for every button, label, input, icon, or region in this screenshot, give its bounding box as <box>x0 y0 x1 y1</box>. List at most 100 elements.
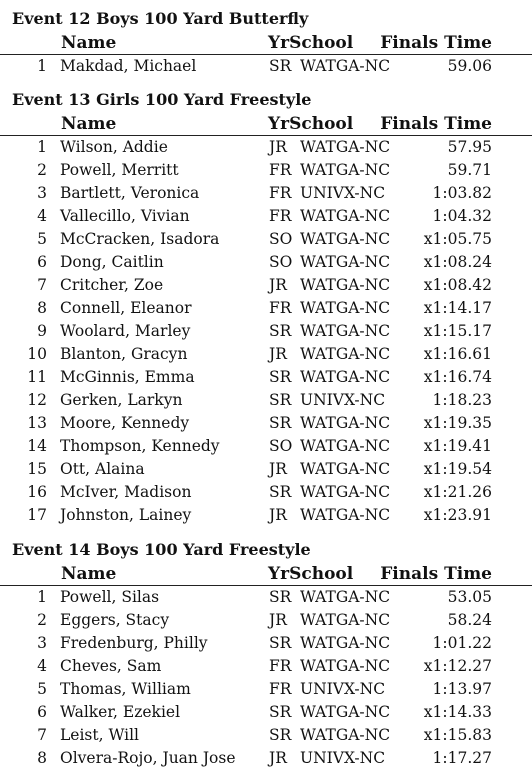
finals-time: x1:16.61 <box>423 345 492 363</box>
result-row: 1 Powell, Silas SR WATGA-NC 53.05 <box>0 586 532 609</box>
swimmer-year: SR <box>269 634 292 652</box>
swimmer-school: WATGA-NC <box>300 657 391 675</box>
event-title: Event 12 Boys 100 Yard Butterfly <box>12 9 309 28</box>
result-row: 14 Thompson, Kennedy SO WATGA-NC x1:19.41 <box>0 435 532 458</box>
result-place: 2 <box>37 161 47 179</box>
swimmer-year: FR <box>269 657 292 675</box>
swimmer-name: Ott, Alaina <box>60 460 145 478</box>
swimmer-school: WATGA-NC <box>300 460 391 478</box>
result-place: 6 <box>37 703 47 721</box>
result-place: 17 <box>27 506 47 524</box>
swimmer-year: JR <box>269 611 287 629</box>
swimmer-name: Thompson, Kennedy <box>60 437 220 455</box>
result-row: 7 Leist, Will SR WATGA-NC x1:15.83 <box>0 724 532 747</box>
swimmer-school: UNIVX-NC <box>300 391 386 409</box>
result-place: 8 <box>37 299 47 317</box>
finals-time: x1:23.91 <box>423 506 492 524</box>
swimmer-school: WATGA-NC <box>300 634 391 652</box>
finals-time: 1:18.23 <box>432 391 492 409</box>
result-place: 5 <box>37 230 47 248</box>
swimmer-name: Moore, Kennedy <box>60 414 190 432</box>
swimmer-name: Bartlett, Veronica <box>60 184 200 202</box>
finals-time: x1:19.41 <box>423 437 492 455</box>
result-place: 12 <box>27 391 47 409</box>
finals-time: 1:01.22 <box>432 634 492 652</box>
finals-time: 53.05 <box>447 588 492 606</box>
swimmer-year: SR <box>269 57 292 75</box>
column-header-row: Name YrSchool Finals Time <box>0 32 532 55</box>
result-row: 17 Johnston, Lainey JR WATGA-NC x1:23.91 <box>0 504 532 527</box>
swimmer-school: WATGA-NC <box>300 368 391 386</box>
swimmer-year: SR <box>269 414 292 432</box>
swimmer-year: JR <box>269 749 287 767</box>
result-place: 3 <box>37 184 47 202</box>
swimmer-name: Woolard, Marley <box>60 322 191 340</box>
result-place: 5 <box>37 680 47 698</box>
result-place: 11 <box>27 368 47 386</box>
column-header-row: Name YrSchool Finals Time <box>0 113 532 136</box>
swimmer-year: SR <box>269 483 292 501</box>
column-header-name: Name <box>61 564 117 584</box>
finals-time: x1:05.75 <box>423 230 492 248</box>
swimmer-school: WATGA-NC <box>300 322 391 340</box>
column-header-yr-school: YrSchool <box>268 564 354 584</box>
result-row: 5 Thomas, William FR UNIVX-NC 1:13.97 <box>0 678 532 701</box>
swimmer-name: Cheves, Sam <box>60 657 162 675</box>
swimmer-school: WATGA-NC <box>300 299 391 317</box>
finals-time: x1:08.42 <box>423 276 492 294</box>
result-row: 16 McIver, Madison SR WATGA-NC x1:21.26 <box>0 481 532 504</box>
result-place: 4 <box>37 657 47 675</box>
finals-time: 58.24 <box>447 611 492 629</box>
swimmer-name: Powell, Silas <box>60 588 160 606</box>
result-row: 9 Woolard, Marley SR WATGA-NC x1:15.17 <box>0 320 532 343</box>
swimmer-school: WATGA-NC <box>300 253 391 271</box>
finals-time: 1:04.32 <box>432 207 492 225</box>
swimmer-school: WATGA-NC <box>300 506 391 524</box>
finals-time: 1:03.82 <box>432 184 492 202</box>
swimmer-year: JR <box>269 138 287 156</box>
event-title: Event 13 Girls 100 Yard Freestyle <box>12 90 312 109</box>
finals-time: x1:19.54 <box>423 460 492 478</box>
swimmer-name: Thomas, William <box>60 680 191 698</box>
swimmer-year: SR <box>269 703 292 721</box>
result-place: 14 <box>27 437 47 455</box>
swimmer-year: SR <box>269 322 292 340</box>
result-place: 9 <box>37 322 47 340</box>
result-row: 10 Blanton, Gracyn JR WATGA-NC x1:16.61 <box>0 343 532 366</box>
swimmer-year: SR <box>269 588 292 606</box>
swimmer-year: SR <box>269 391 292 409</box>
swimmer-school: UNIVX-NC <box>300 680 386 698</box>
swimmer-name: Johnston, Lainey <box>60 506 192 524</box>
swimmer-name: Leist, Will <box>60 726 139 744</box>
result-place: 4 <box>37 207 47 225</box>
column-header-finals-time: Finals Time <box>380 564 492 584</box>
finals-time: 59.06 <box>447 57 492 75</box>
swimmer-school: WATGA-NC <box>300 726 391 744</box>
swimmer-name: Wilson, Addie <box>60 138 168 156</box>
result-row: 4 Cheves, Sam FR WATGA-NC x1:12.27 <box>0 655 532 678</box>
result-place: 1 <box>37 57 47 75</box>
swimmer-year: SO <box>269 437 293 455</box>
column-header-yr-school: YrSchool <box>268 114 354 134</box>
result-place: 2 <box>37 611 47 629</box>
finals-time: 1:13.97 <box>432 680 492 698</box>
column-header-finals-time: Finals Time <box>380 33 492 53</box>
result-row: 11 McGinnis, Emma SR WATGA-NC x1:16.74 <box>0 366 532 389</box>
finals-time: x1:14.17 <box>423 299 492 317</box>
swimmer-name: Vallecillo, Vivian <box>60 207 190 225</box>
result-row: 8 Connell, Eleanor FR WATGA-NC x1:14.17 <box>0 297 532 320</box>
swimmer-year: SR <box>269 368 292 386</box>
swimmer-school: WATGA-NC <box>300 588 391 606</box>
finals-time: 57.95 <box>447 138 492 156</box>
result-row: 7 Critcher, Zoe JR WATGA-NC x1:08.42 <box>0 274 532 297</box>
column-header-yr-school: YrSchool <box>268 33 354 53</box>
swimmer-school: WATGA-NC <box>300 483 391 501</box>
result-row: 1 Makdad, Michael SR WATGA-NC 59.06 <box>0 55 532 78</box>
swimmer-school: WATGA-NC <box>300 161 391 179</box>
result-place: 6 <box>37 253 47 271</box>
swimmer-year: JR <box>269 276 287 294</box>
swimmer-name: Blanton, Gracyn <box>60 345 188 363</box>
column-header-name: Name <box>61 33 117 53</box>
column-header-finals-time: Finals Time <box>380 114 492 134</box>
finals-time: x1:15.83 <box>423 726 492 744</box>
